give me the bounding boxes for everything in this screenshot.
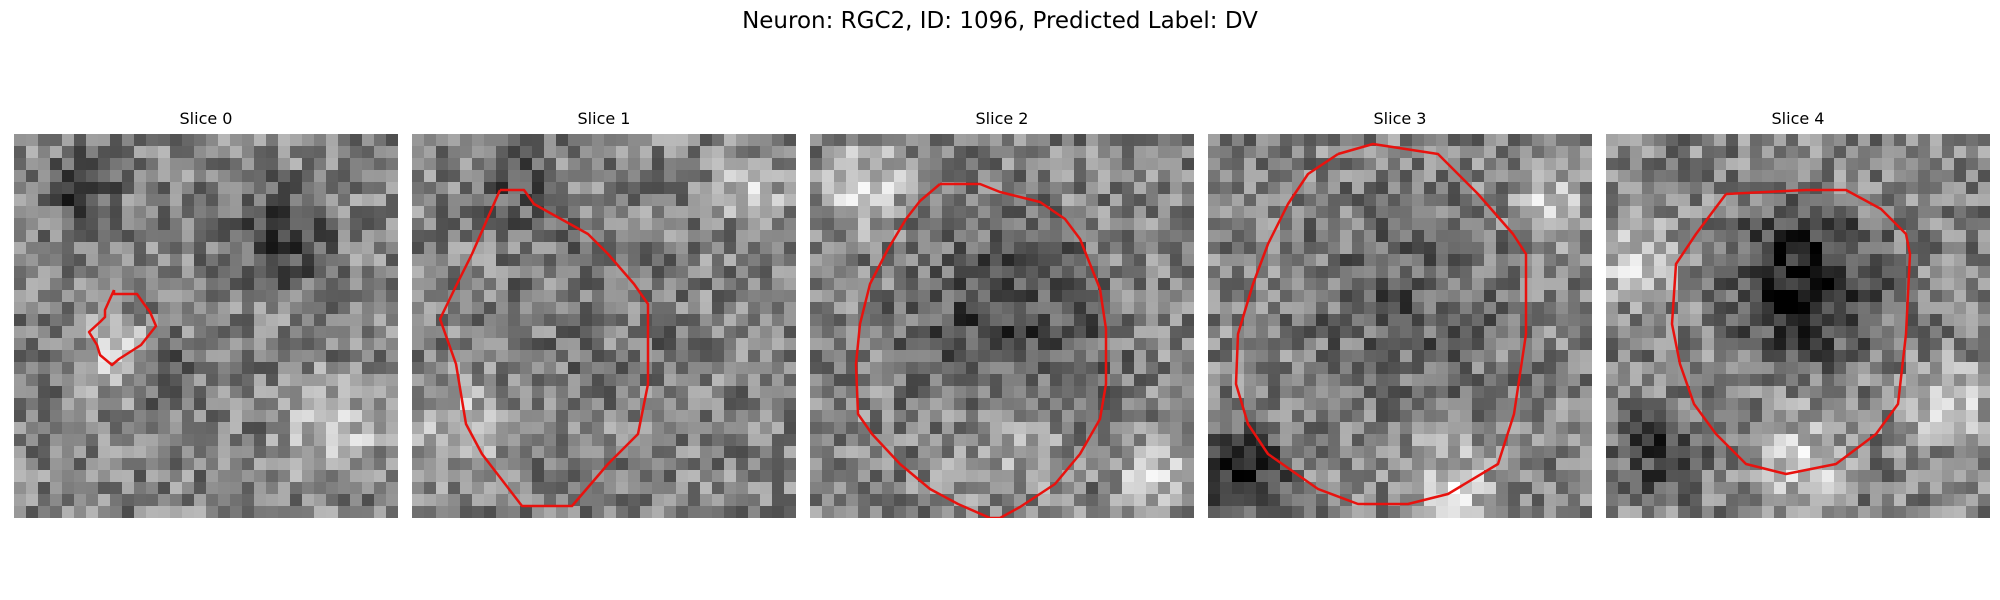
roi-contour-2	[854, 182, 1108, 518]
slice-panel-4: Slice 4	[1606, 108, 1990, 518]
grayscale-slice-2	[810, 134, 1194, 518]
roi-contour-1	[438, 188, 650, 508]
slice-image-1	[412, 134, 796, 518]
roi-contour-3	[1234, 142, 1528, 506]
slice-title-4: Slice 4	[1771, 109, 1825, 128]
slice-image-0	[14, 134, 398, 518]
slice-title-0: Slice 0	[179, 109, 233, 128]
roi-contour-0	[87, 289, 158, 367]
slice-title-2: Slice 2	[975, 109, 1029, 128]
figure-title: Neuron: RGC2, ID: 1096, Predicted Label:…	[742, 8, 1258, 34]
grayscale-slice-4	[1606, 134, 1990, 518]
grayscale-slice-0	[14, 134, 398, 518]
slice-title-3: Slice 3	[1373, 109, 1427, 128]
slice-panel-0: Slice 0	[14, 108, 398, 518]
slice-image-3	[1208, 134, 1592, 518]
slice-panel-1: Slice 1	[412, 108, 796, 518]
roi-contour-4	[1670, 188, 1912, 476]
grayscale-slice-1	[412, 134, 796, 518]
slice-image-4	[1606, 134, 1990, 518]
slice-image-2	[810, 134, 1194, 518]
slice-panel-2: Slice 2	[810, 108, 1194, 518]
slice-title-1: Slice 1	[577, 109, 631, 128]
grayscale-slice-3	[1208, 134, 1592, 518]
slice-panel-3: Slice 3	[1208, 108, 1592, 518]
